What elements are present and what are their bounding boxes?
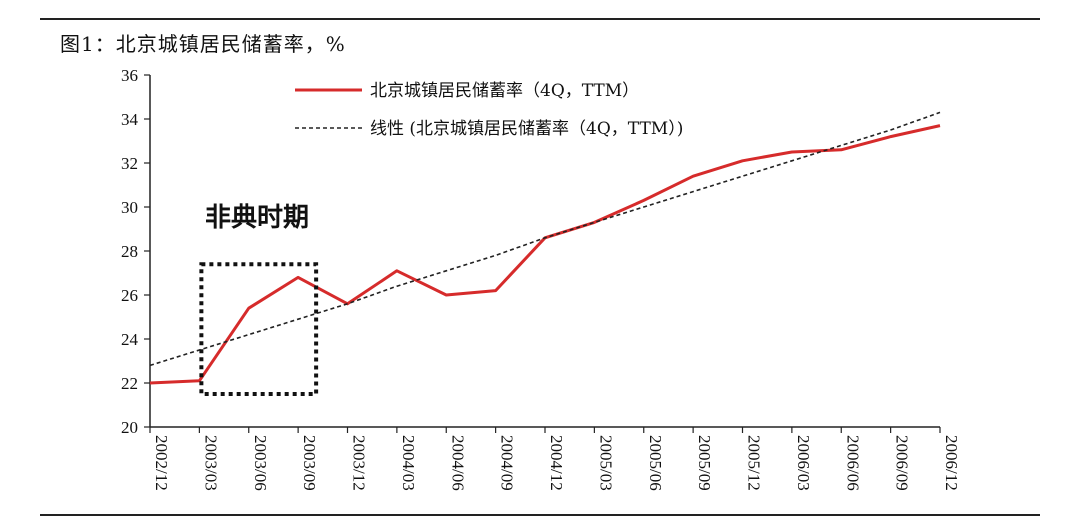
x-tick-label: 2004/12 [547,435,566,491]
x-tick-label: 2003/12 [350,435,369,491]
y-tick-label: 20 [121,418,138,437]
x-tick-label: 2003/03 [201,435,220,491]
x-tick-label: 2003/09 [300,435,319,491]
figure-title: 图1：北京城镇居民储蓄率，% [60,32,346,56]
y-tick-label: 32 [121,154,138,173]
legend-label: 北京城镇居民储蓄率（4Q，TTM） [370,81,639,101]
y-tick-label: 36 [121,66,138,85]
x-tick-label: 2005/09 [695,435,714,491]
bottom-rule [40,514,1040,516]
x-tick-label: 2004/03 [399,435,418,491]
y-tick-label: 34 [121,110,139,129]
x-tick-label: 2005/12 [745,435,764,491]
series-line [149,124,941,385]
annotation-box [199,262,319,397]
x-tick-label: 2005/06 [646,435,665,491]
x-tick-label: 2006/03 [794,435,813,491]
x-tick-label: 2006/12 [942,435,961,491]
x-tick-label: 2006/06 [843,435,862,491]
x-tick-label: 2003/06 [251,435,270,491]
legend-label: 线性 (北京城镇居民储蓄率（4Q，TTM）) [370,119,683,139]
y-tick-label: 24 [121,330,139,349]
x-tick-label: 2004/06 [448,435,467,491]
annotation-label: 非典时期 [205,203,309,233]
x-tick-label: 2004/09 [498,435,517,491]
y-tick-label: 22 [121,374,138,393]
x-tick-label: 2006/09 [893,435,912,491]
x-tick-label: 2002/12 [152,435,171,491]
trend-line [149,111,941,367]
y-tick-label: 28 [121,242,138,261]
y-tick-label: 26 [121,286,138,305]
y-tick-label: 30 [121,198,138,217]
top-rule [40,18,1040,20]
x-tick-label: 2005/03 [596,435,615,491]
